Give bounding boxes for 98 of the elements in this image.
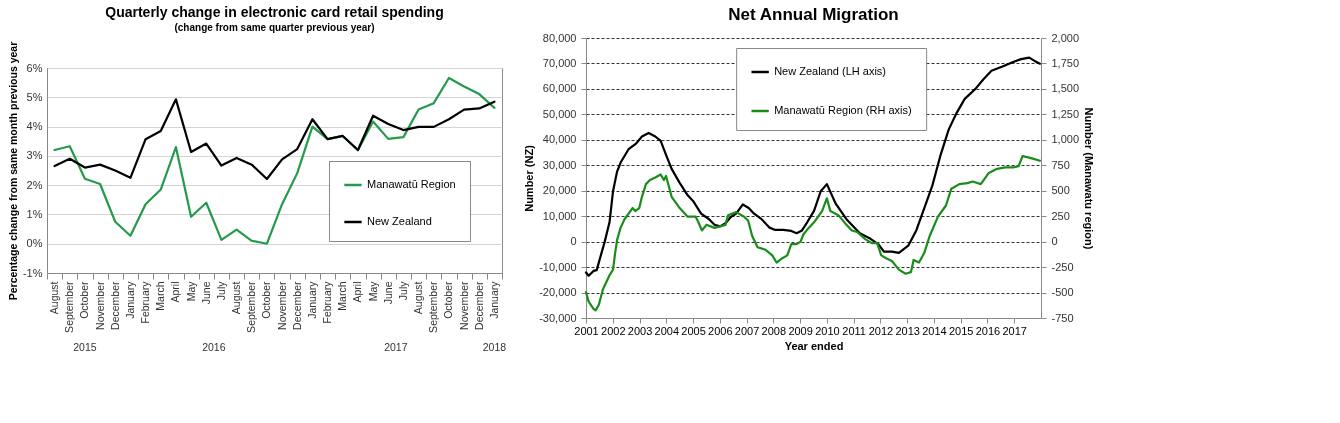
y-tick-label: 5% xyxy=(26,90,43,103)
x-tick-label: 2001 xyxy=(574,324,599,337)
y-tick-label: 60,000 xyxy=(542,82,577,95)
y-tick-label: 50,000 xyxy=(542,107,577,120)
x-tick-label: June xyxy=(381,281,394,305)
x-tick-label: 2009 xyxy=(788,324,813,337)
x-tick-label: May xyxy=(184,280,197,302)
y2-tick-label: -750 xyxy=(1051,311,1074,324)
x-tick-label: 2010 xyxy=(815,324,840,337)
y-axis-title: Number (NZ) xyxy=(523,144,536,212)
y2-tick-label: 2,000 xyxy=(1051,31,1080,44)
x-tick-label: 2013 xyxy=(895,324,920,337)
text: 2018 xyxy=(482,341,507,353)
y2-tick-label: 1,000 xyxy=(1051,133,1080,146)
y2-tick-label: -250 xyxy=(1051,260,1074,273)
x-tick-label: October xyxy=(260,281,273,319)
x-tick-label: 2002 xyxy=(601,324,626,337)
x-tick-label: 2016 xyxy=(975,324,1001,337)
y2-tick-label: 750 xyxy=(1051,158,1070,171)
x-tick-label: September xyxy=(63,281,76,333)
x-tick-label: November xyxy=(457,281,470,330)
y-tick-label: 0 xyxy=(570,235,577,248)
y-tick-label: -10,000 xyxy=(539,260,577,273)
y-tick-label: 70,000 xyxy=(542,56,577,69)
x-tick-label: September xyxy=(245,281,258,333)
x-tick-label: August xyxy=(412,281,425,315)
y-tick-label: -20,000 xyxy=(539,286,577,299)
x-tick-label: October xyxy=(442,281,455,319)
x-tick-label: August xyxy=(230,281,243,315)
x-tick-label: 2014 xyxy=(922,324,947,337)
x-tick-label: April xyxy=(169,281,182,303)
legend-label: New Zealand xyxy=(367,215,432,227)
y-tick-label: 3% xyxy=(26,149,43,162)
x-tick-label: 2017 xyxy=(1002,324,1027,337)
x-tick-label: September xyxy=(427,281,440,333)
y2-axis-title: Number (Manawatu region) xyxy=(1083,107,1096,250)
x-tick-label: August xyxy=(48,281,61,315)
x-tick-label: January xyxy=(123,280,136,319)
x-tick-label: March xyxy=(336,281,349,311)
x-tick-label: 2003 xyxy=(627,324,653,337)
x-tick-label: 2004 xyxy=(654,324,680,337)
x-tick-label: January xyxy=(305,280,318,319)
y-axis-title: Percentage change from same month previous year xyxy=(6,41,19,301)
y-tick-label: 6% xyxy=(26,61,43,74)
x-axis-title: Year ended xyxy=(784,339,844,352)
y-tick-label: -1% xyxy=(22,266,43,279)
y-tick-label: 4% xyxy=(26,120,43,133)
x-tick-label: December xyxy=(108,281,121,330)
x-tick-label: 2015 xyxy=(948,324,974,337)
x-tick-label: June xyxy=(199,281,212,305)
y-tick-label: 80,000 xyxy=(542,31,577,44)
x-tick-label: May xyxy=(366,280,379,302)
x-tick-label: October xyxy=(78,281,91,319)
legend-label: Manawatū Region (RH axis) xyxy=(774,104,912,116)
line-series xyxy=(584,155,1042,312)
x-tick-label: February xyxy=(139,280,152,324)
y-tick-label: 1% xyxy=(26,207,43,220)
y2-tick-label: 500 xyxy=(1051,184,1070,197)
y2-tick-label: 250 xyxy=(1051,209,1070,222)
y-tick-label: 30,000 xyxy=(542,158,577,171)
x-tick-label: July xyxy=(396,280,409,301)
text: 2016 xyxy=(202,341,226,353)
y2-tick-label: 1,750 xyxy=(1051,56,1080,69)
x-tick-label: February xyxy=(321,280,334,324)
legend-label: Manawatū Region xyxy=(367,178,456,190)
x-tick-label: March xyxy=(154,281,167,311)
x-tick-label: 2006 xyxy=(708,324,733,337)
line-series xyxy=(53,98,496,181)
y-tick-label: -30,000 xyxy=(539,311,577,324)
y2-tick-label: 0 xyxy=(1051,235,1058,248)
legend-label: New Zealand (LH axis) xyxy=(774,65,887,77)
y2-tick-label: -500 xyxy=(1051,286,1074,299)
y-tick-label: 20,000 xyxy=(542,184,577,197)
y2-tick-label: 1,500 xyxy=(1051,82,1080,95)
x-tick-label: 2005 xyxy=(681,324,706,337)
line-series xyxy=(53,76,496,245)
y-tick-label: 40,000 xyxy=(542,133,577,146)
x-tick-label: April xyxy=(351,281,364,303)
x-tick-label: 2012 xyxy=(868,324,894,337)
y-tick-label: 2% xyxy=(26,178,43,191)
x-tick-label: December xyxy=(290,281,303,330)
y-tick-label: 0% xyxy=(26,237,43,250)
y-tick-label: 10,000 xyxy=(542,209,577,222)
x-tick-label: 2007 xyxy=(734,324,760,337)
x-tick-label: 2011 xyxy=(842,324,866,337)
x-tick-label: December xyxy=(472,281,485,330)
x-tick-label: 2008 xyxy=(761,324,787,337)
chart-subtitle: (change from same quarter previous year) xyxy=(174,22,375,34)
x-tick-label: November xyxy=(275,281,288,330)
x-tick-label: July xyxy=(214,280,227,301)
y2-tick-label: 1,250 xyxy=(1051,107,1080,120)
line-series xyxy=(584,56,1042,277)
chart-title: Quarterly change in electronic card retail spending xyxy=(105,4,444,21)
text: 2017 xyxy=(384,341,408,353)
text: 2015 xyxy=(73,341,97,353)
x-tick-label: January xyxy=(487,280,500,319)
x-tick-label: November xyxy=(93,281,106,330)
chart-title: Net Annual Migration xyxy=(728,5,899,24)
